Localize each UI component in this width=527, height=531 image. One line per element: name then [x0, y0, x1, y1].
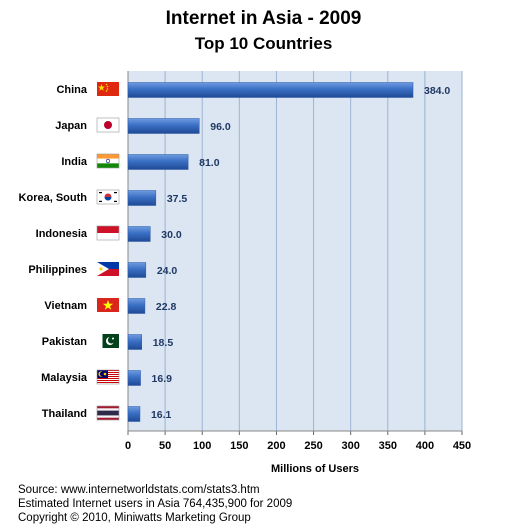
- indonesia-flag-icon: [96, 225, 120, 241]
- source-note: Source: www.internetworldstats.com/stats…: [18, 484, 260, 496]
- value-label: 16.1: [151, 409, 172, 421]
- x-tick-label: 50: [159, 440, 171, 452]
- philippines-flag-icon: [97, 262, 119, 276]
- india-flag-icon: [96, 153, 120, 169]
- bar: [127, 226, 151, 242]
- china-flag-icon: [97, 82, 119, 96]
- pakistan-flag-icon: [97, 334, 119, 348]
- bar: [127, 298, 146, 314]
- estimate-note: Estimated Internet users in Asia 764,435…: [18, 498, 293, 510]
- value-label: 30.0: [161, 229, 182, 241]
- bar: [127, 154, 189, 170]
- value-label: 384.0: [424, 85, 450, 97]
- x-tick-label: 400: [416, 440, 434, 452]
- x-axis-label: Millions of Users: [271, 463, 359, 475]
- chart-title: Internet in Asia - 2009: [165, 8, 362, 29]
- x-tick-label: 300: [341, 440, 359, 452]
- value-label: 24.0: [157, 265, 178, 277]
- japan-flag-icon: [96, 117, 120, 133]
- value-label: 37.5: [167, 193, 188, 205]
- x-tick-label: 450: [453, 440, 471, 452]
- category-label: China: [56, 84, 87, 96]
- category-label: Vietnam: [44, 300, 87, 312]
- x-tick-label: 150: [230, 440, 248, 452]
- category-label: Japan: [55, 120, 87, 132]
- bar: [127, 190, 157, 206]
- category-label: Pakistan: [42, 336, 88, 348]
- korea-south-flag-icon: [96, 189, 120, 205]
- x-tick-label: 200: [267, 440, 285, 452]
- value-label: 81.0: [199, 157, 220, 169]
- malaysia-flag-icon: [96, 369, 120, 385]
- vietnam-flag-icon: [97, 298, 119, 312]
- x-tick-label: 0: [125, 440, 131, 452]
- bar: [127, 334, 142, 350]
- x-tick-label: 250: [304, 440, 322, 452]
- category-label: Malaysia: [41, 372, 88, 384]
- bar: [127, 370, 141, 386]
- value-label: 22.8: [156, 301, 177, 313]
- x-tick-label: 100: [193, 440, 211, 452]
- category-label: Philippines: [28, 264, 87, 276]
- thailand-flag-icon: [96, 405, 120, 421]
- category-label: Thailand: [42, 408, 87, 420]
- copyright-note: Copyright © 2010, Miniwatts Marketing Gr…: [18, 512, 251, 524]
- category-label: Indonesia: [36, 228, 88, 240]
- bar: [127, 118, 200, 134]
- category-label: India: [61, 156, 88, 168]
- bar: [127, 406, 141, 422]
- bar: [127, 82, 414, 98]
- value-label: 16.9: [152, 373, 173, 385]
- chart-subtitle: Top 10 Countries: [194, 34, 333, 53]
- category-label: Korea, South: [19, 192, 88, 204]
- value-label: 96.0: [210, 121, 231, 133]
- value-label: 18.5: [153, 337, 174, 349]
- x-tick-label: 350: [379, 440, 397, 452]
- bar: [127, 262, 147, 278]
